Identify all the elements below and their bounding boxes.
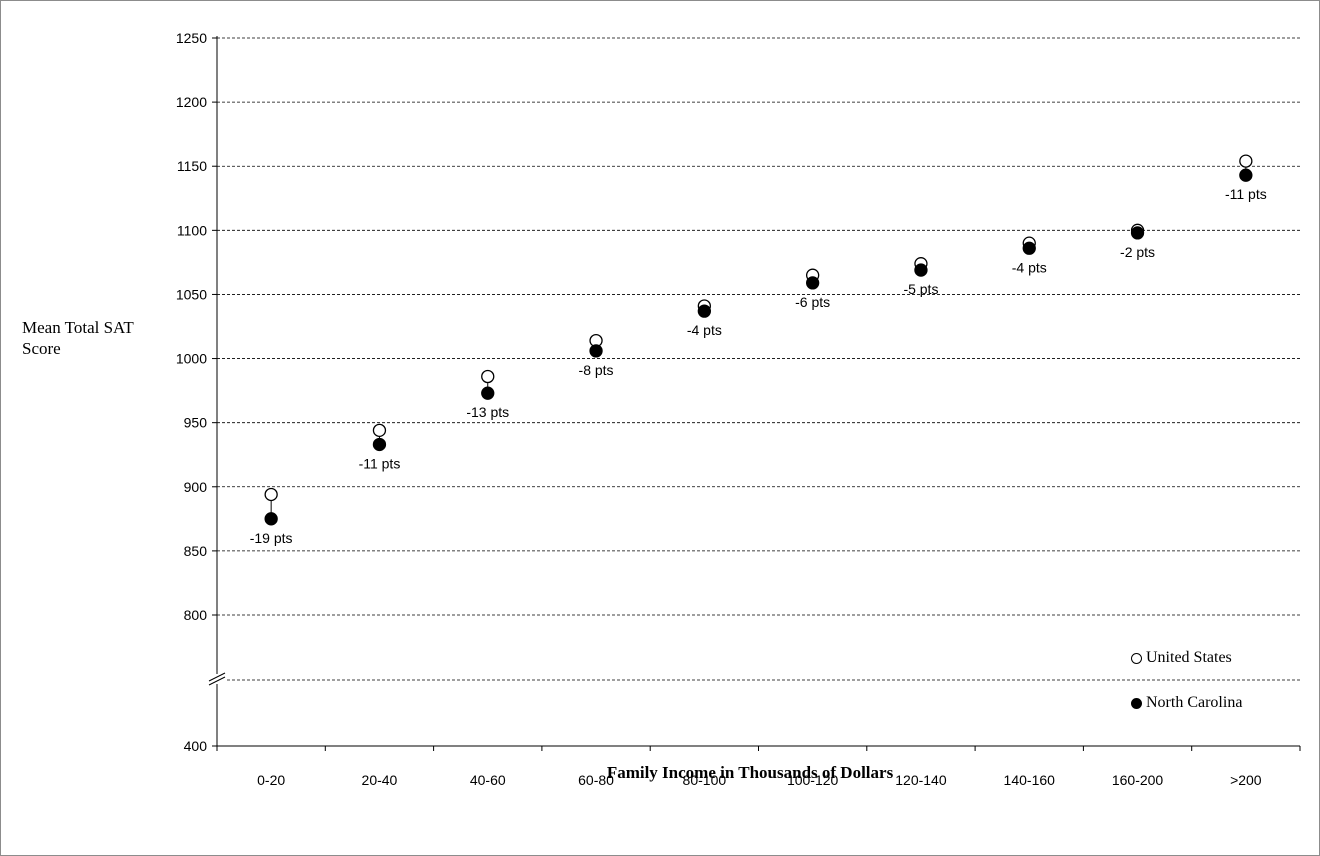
- x-tick-label: 0-20: [257, 772, 285, 788]
- y-tick-label: 800: [184, 607, 208, 623]
- nc-point: [481, 386, 495, 400]
- y-tick-label: 400: [184, 738, 208, 754]
- x-tick-label: >200: [1230, 772, 1262, 788]
- legend-item-united-states: United States: [1131, 649, 1232, 667]
- x-tick-label: 160-200: [1112, 772, 1164, 788]
- difference-label: -4 pts: [1012, 259, 1047, 275]
- axis-break-mark: [208, 672, 226, 682]
- nc-point: [264, 512, 278, 526]
- y-tick-label: 1050: [176, 286, 207, 302]
- y-tick-label: 1000: [176, 351, 207, 367]
- us-point: [481, 369, 495, 384]
- x-tick-label: 120-140: [895, 772, 947, 788]
- difference-label: -11 pts: [1225, 186, 1267, 202]
- legend-label-united-states: United States: [1146, 649, 1232, 666]
- nc-point: [697, 304, 711, 318]
- axis-break-mark: [208, 676, 226, 686]
- x-axis-label: Family Income in Thousands of Dollars: [606, 763, 894, 782]
- y-tick-label: 850: [184, 543, 208, 559]
- difference-label: -4 pts: [687, 322, 722, 338]
- nc-point: [1239, 168, 1253, 182]
- nc-point: [589, 344, 603, 358]
- nc-point: [1130, 226, 1145, 240]
- y-tick-label: 1150: [177, 158, 207, 174]
- legend-label-north-carolina: North Carolina: [1146, 694, 1243, 711]
- us-point: [264, 487, 278, 502]
- x-tick-label: 100-120: [787, 772, 839, 788]
- open-circle-marker-icon: [1131, 652, 1142, 664]
- y-tick-label: 1250: [176, 30, 207, 46]
- y-axis-label: Mean Total SAT Score: [22, 318, 134, 358]
- difference-label: -6 pts: [795, 294, 830, 310]
- difference-label: -2 pts: [1120, 244, 1155, 260]
- y-tick-label: 1100: [177, 222, 207, 238]
- legend-item-north-carolina: North Carolina: [1131, 694, 1242, 712]
- difference-label: -11 pts: [359, 455, 401, 471]
- nc-point: [914, 263, 928, 277]
- y-tick-label: 900: [184, 479, 208, 495]
- difference-label: -13 pts: [466, 404, 509, 420]
- us-point: [372, 423, 387, 438]
- difference-label: -19 pts: [250, 530, 293, 546]
- nc-point: [372, 437, 387, 452]
- x-tick-label: 140-160: [1004, 772, 1056, 788]
- nc-point: [806, 276, 820, 290]
- x-tick-label: 80-100: [683, 772, 727, 788]
- filled-circle-marker-icon: [1131, 697, 1142, 709]
- x-tick-label: 20-40: [362, 772, 398, 788]
- difference-label: -8 pts: [579, 362, 614, 378]
- us-point: [1239, 154, 1253, 168]
- nc-point: [1022, 241, 1036, 255]
- x-tick-label: 40-60: [470, 772, 506, 788]
- axis-break-gap: [209, 674, 225, 684]
- difference-label: -5 pts: [903, 281, 938, 297]
- y-tick-label: 950: [184, 415, 208, 431]
- x-tick-label: 60-80: [578, 772, 614, 788]
- y-tick-label: 1200: [176, 94, 207, 110]
